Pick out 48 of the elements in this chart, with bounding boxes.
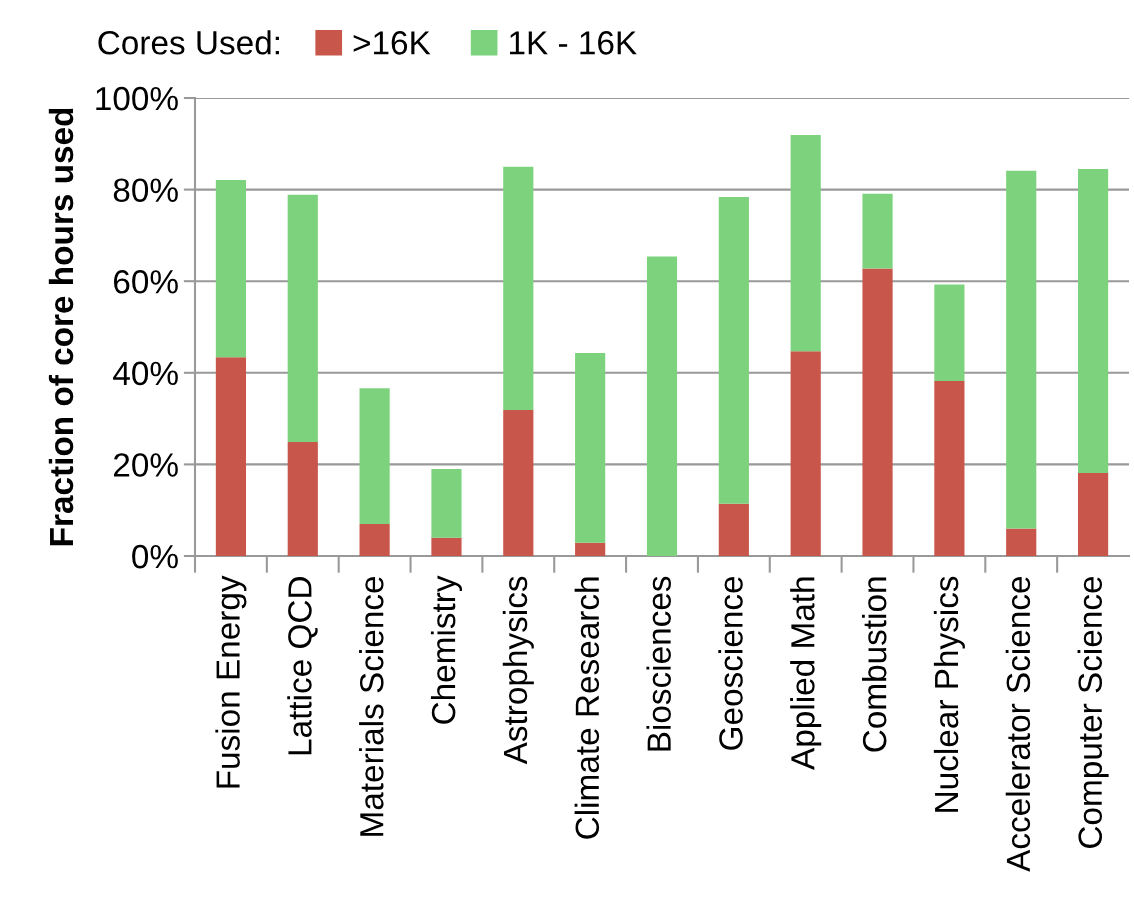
y-tick-label: 0% xyxy=(132,544,178,569)
bar xyxy=(718,503,749,556)
bar xyxy=(646,256,678,556)
y-axis-title: Fraction of core hours used xyxy=(48,108,74,546)
x-tick-label: Biosciences xyxy=(646,576,671,751)
bar xyxy=(503,166,534,410)
x-tick-label: Fusion Energy xyxy=(215,575,247,788)
bar xyxy=(215,357,247,556)
bar xyxy=(790,135,821,352)
x-tick-label: Lattice QCD xyxy=(287,577,318,755)
bar xyxy=(287,441,318,556)
bar xyxy=(1077,473,1109,556)
bar xyxy=(287,194,318,442)
x-tick-label: Astrophysics xyxy=(502,576,534,765)
bar xyxy=(1006,528,1037,556)
bar xyxy=(1006,170,1037,529)
bar xyxy=(790,351,821,556)
bar xyxy=(575,353,606,543)
bar xyxy=(1077,168,1109,474)
bar xyxy=(862,268,893,556)
bar xyxy=(431,537,462,556)
bar xyxy=(862,193,893,269)
x-tick-label: Chemistry xyxy=(430,575,462,724)
y-tick-label: 20% xyxy=(113,453,178,477)
x-tick-label: Materials Science xyxy=(359,576,384,836)
bar xyxy=(431,468,462,538)
x-tick-label: Computer Science xyxy=(1077,576,1109,848)
x-tick-label: Applied Math xyxy=(790,577,822,770)
legend-label: >16K xyxy=(353,31,431,55)
y-tick-label: 80% xyxy=(113,178,178,203)
legend-title: Cores Used: xyxy=(98,30,279,55)
bar xyxy=(718,196,749,504)
x-tick-label: Climate Research xyxy=(574,577,600,839)
bar xyxy=(215,179,247,358)
bar xyxy=(575,542,606,556)
x-tick-label: Geoscience xyxy=(718,576,743,750)
x-tick-label: Nuclear Physics xyxy=(933,576,965,812)
bar xyxy=(359,523,390,556)
bar xyxy=(503,409,534,556)
legend-label: 1K - 16K xyxy=(510,31,637,55)
bar xyxy=(934,284,965,382)
x-tick-label: Combustion xyxy=(862,577,887,752)
bar xyxy=(934,381,965,556)
bar xyxy=(359,388,390,524)
y-tick-label: 100% xyxy=(96,86,178,111)
x-tick-label: Accelerator Science xyxy=(1005,576,1031,872)
y-tick-label: 40% xyxy=(113,361,178,386)
y-tick-label: 60% xyxy=(114,270,178,294)
